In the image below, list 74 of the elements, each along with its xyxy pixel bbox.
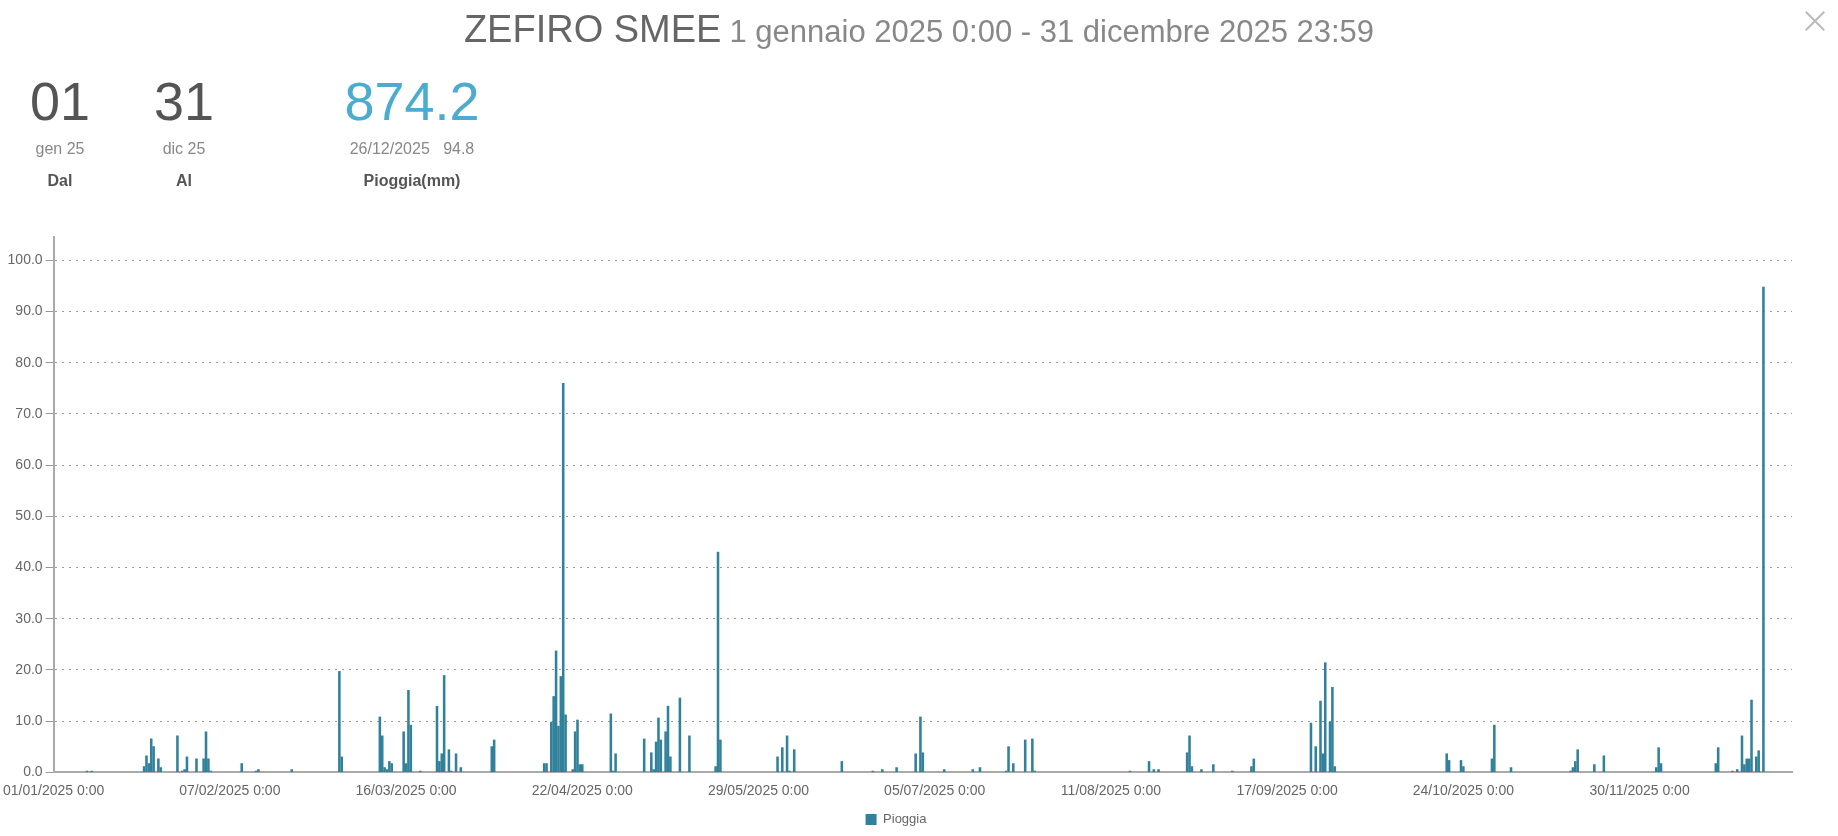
- bar: [338, 671, 341, 773]
- x-tick-label: 17/09/2025 0:00: [1236, 782, 1338, 799]
- x-tick-label: 22/04/2025 0:00: [531, 782, 634, 799]
- bar: [776, 756, 779, 773]
- bar: [290, 769, 294, 773]
- y-tick-label: 90.0: [15, 302, 43, 319]
- bar: [402, 731, 405, 773]
- y-tick-label: 100.0: [7, 251, 43, 268]
- y-tick-label: 10.0: [15, 711, 43, 728]
- bar: [614, 753, 617, 773]
- bar: [1657, 747, 1660, 773]
- bar: [176, 735, 179, 773]
- text: 26/12/2025 94.8: [348, 140, 476, 158]
- bar: [1593, 764, 1596, 773]
- bar: [1157, 769, 1160, 773]
- bar: [1314, 746, 1318, 773]
- bar: [1012, 763, 1015, 773]
- bar: [1188, 735, 1191, 773]
- bar: [1331, 686, 1334, 773]
- x-tick-label: 30/11/2025 0:00: [1589, 782, 1690, 799]
- bar: [919, 716, 922, 773]
- bar: [1031, 738, 1034, 773]
- x-tick-label: 01/01/2025 0:00: [2, 782, 105, 799]
- bar: [1757, 750, 1760, 773]
- x-tick-label: 07/02/2025 0:00: [179, 782, 281, 799]
- bar: [895, 767, 898, 773]
- legend-label: Pioggia: [883, 811, 928, 827]
- bar: [1007, 746, 1010, 773]
- bar: [576, 719, 579, 773]
- bar: [1762, 286, 1765, 773]
- bar: [914, 753, 917, 773]
- bar: [145, 755, 148, 773]
- text: Al: [175, 172, 193, 190]
- bar: [240, 763, 244, 773]
- y-tick-label: 50.0: [15, 507, 43, 524]
- bar: [1735, 769, 1739, 773]
- bar: [942, 769, 946, 773]
- text: 31: [153, 70, 215, 132]
- text: 874.2: [344, 70, 480, 132]
- x-tick-label: 24/10/2025 0:00: [1412, 782, 1515, 799]
- y-tick-label: 20.0: [15, 660, 43, 677]
- bar: [1493, 724, 1496, 773]
- bar: [1445, 753, 1448, 773]
- bar: [881, 769, 884, 773]
- bar: [1319, 700, 1322, 773]
- bar: [157, 758, 160, 773]
- x-tick-label: 16/03/2025 0:00: [355, 782, 457, 799]
- y-tick-label: 30.0: [15, 609, 43, 626]
- text: Pioggia(mm): [362, 172, 462, 190]
- bar: [657, 717, 660, 773]
- y-tick-label: 60.0: [15, 456, 43, 472]
- x-tick-label: 29/05/2025 0:00: [707, 782, 810, 799]
- text: Dal: [46, 172, 74, 190]
- y-tick-label: 0.0: [23, 763, 43, 780]
- bar: [1576, 749, 1579, 773]
- chart-title: ZEFIRO SMEE: [463, 8, 722, 50]
- text: dic 25: [161, 140, 207, 158]
- y-tick-label: 40.0: [15, 558, 43, 575]
- x-tick-label: 05/07/2025 0:00: [884, 782, 986, 799]
- x-tick-label: 11/08/2025 0:00: [1060, 782, 1162, 799]
- bar: [650, 752, 653, 773]
- y-tick-label: 70.0: [15, 404, 43, 421]
- bar: [1750, 699, 1753, 773]
- bar: [1212, 764, 1215, 773]
- bar: [1200, 769, 1203, 773]
- y-tick-label: 80.0: [15, 353, 43, 370]
- text: 01: [29, 70, 91, 132]
- bar: [407, 689, 410, 773]
- bar: [195, 758, 198, 773]
- bar: [1323, 662, 1327, 773]
- bar: [781, 747, 784, 773]
- text: gen 25: [34, 140, 86, 158]
- chart-subtitle: 1 gennaio 2025 0:00 - 31 dicembre 2025 23:59: [729, 14, 1375, 49]
- bar: [688, 735, 691, 773]
